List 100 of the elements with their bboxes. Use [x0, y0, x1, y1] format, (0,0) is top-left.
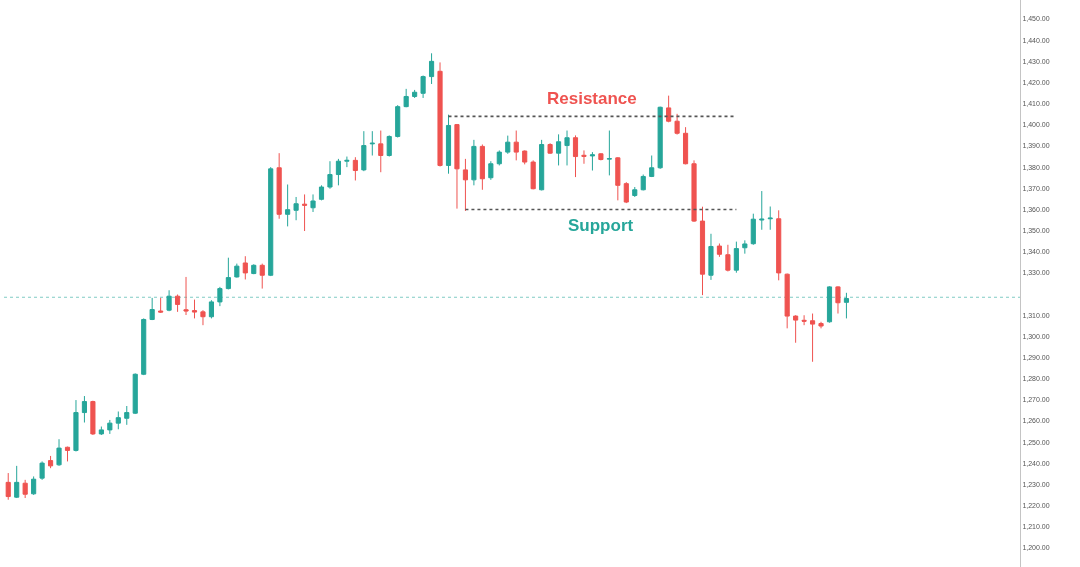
- candlestick: [428, 52, 435, 85]
- candlestick: [301, 193, 308, 232]
- candlestick: [513, 130, 519, 161]
- candlestick: [632, 186, 638, 198]
- candlestick: [200, 309, 206, 326]
- candlestick: [98, 426, 104, 436]
- candlestick: [826, 285, 833, 324]
- candlestick: [539, 139, 545, 191]
- candlestick: [623, 181, 629, 204]
- candlestick: [598, 152, 604, 161]
- candlestick: [691, 159, 697, 223]
- candlestick: [361, 130, 367, 172]
- candlestick: [682, 126, 689, 165]
- candlestick: [530, 159, 536, 190]
- candlestick: [479, 144, 485, 191]
- candlestick: [725, 244, 731, 272]
- candlestick: [268, 166, 274, 277]
- candlestick: [649, 155, 655, 178]
- candlestick: [166, 289, 172, 312]
- candlestick: [149, 297, 155, 321]
- candlestick: [699, 206, 706, 296]
- candlestick: [276, 152, 282, 220]
- candlestick: [454, 123, 460, 210]
- candlestick: [124, 405, 130, 426]
- candlestick: [716, 243, 723, 258]
- candlestick: [733, 241, 739, 274]
- candlestick: [158, 297, 164, 314]
- candlestick: [606, 130, 612, 176]
- candlestick: [784, 273, 790, 329]
- candlestick: [395, 104, 401, 139]
- candlestick: [251, 263, 257, 275]
- candlestick: [183, 276, 189, 316]
- candlestick: [589, 151, 596, 172]
- candlestick: [234, 263, 240, 279]
- candlestick: [505, 135, 511, 155]
- series-label: Resistance: [547, 89, 637, 108]
- candlestick: [843, 292, 850, 319]
- candlestick: [412, 89, 418, 99]
- candlestick: [47, 455, 54, 469]
- candlestick: [14, 465, 20, 499]
- candlestick: [403, 88, 409, 108]
- candlestick: [39, 460, 45, 481]
- candlestick: [809, 313, 816, 363]
- candlestick: [564, 130, 570, 166]
- candlestick: [285, 183, 291, 227]
- candlestick: [776, 209, 782, 281]
- candlestick: [572, 134, 579, 178]
- candlestick: [818, 321, 824, 329]
- candlestick: [369, 130, 375, 156]
- candlestick: [835, 285, 841, 315]
- candlestick: [386, 134, 392, 158]
- candlestick: [191, 299, 198, 319]
- candlestick: [437, 61, 443, 167]
- candlestick: [615, 156, 621, 201]
- candlestick: [115, 411, 121, 430]
- candlestick: [335, 158, 342, 186]
- candlestick: [420, 75, 426, 99]
- candlestick: [208, 299, 215, 319]
- candlestick: [352, 156, 358, 181]
- candlestick: [522, 149, 528, 165]
- candlestick: [242, 255, 248, 280]
- candlestick: [767, 205, 773, 231]
- candlestick: [107, 419, 113, 435]
- candlestick: [547, 142, 553, 155]
- candlestick: [640, 174, 646, 191]
- candlestick: [141, 317, 147, 376]
- candlestick: [73, 399, 79, 452]
- candlestick: [81, 395, 88, 423]
- candlestick: [445, 114, 452, 175]
- candlestick: [657, 106, 663, 170]
- candlestick: [225, 257, 231, 290]
- candlestick: [793, 314, 799, 344]
- candlestick: [64, 446, 71, 462]
- candlestick: [293, 196, 299, 221]
- candlestick: [378, 130, 384, 173]
- candlestick: [581, 149, 587, 165]
- candlestick: [496, 149, 502, 166]
- candlestick: [344, 156, 350, 168]
- candlestick: [801, 314, 807, 326]
- candlestick: [708, 233, 714, 281]
- candlestick: [259, 263, 265, 290]
- candlestick: [5, 472, 11, 501]
- candlestick: [666, 95, 672, 123]
- candlestick: [310, 193, 316, 213]
- candlestick: [174, 294, 181, 313]
- candlestick: [318, 184, 325, 201]
- candlestick: [31, 475, 37, 496]
- candlestick: [90, 400, 96, 436]
- candlestick: [22, 479, 28, 499]
- candlestick: [462, 158, 469, 212]
- series-label: Support: [568, 216, 634, 235]
- candlestick: [56, 438, 62, 467]
- candlestick: [742, 239, 748, 255]
- candlestick: [555, 133, 562, 166]
- candlestick: [471, 139, 477, 186]
- candlestick: [217, 286, 223, 307]
- candlestick: [488, 160, 494, 181]
- candlestick: [674, 113, 680, 136]
- candlestick: [327, 160, 333, 190]
- candlestick: [750, 213, 756, 246]
